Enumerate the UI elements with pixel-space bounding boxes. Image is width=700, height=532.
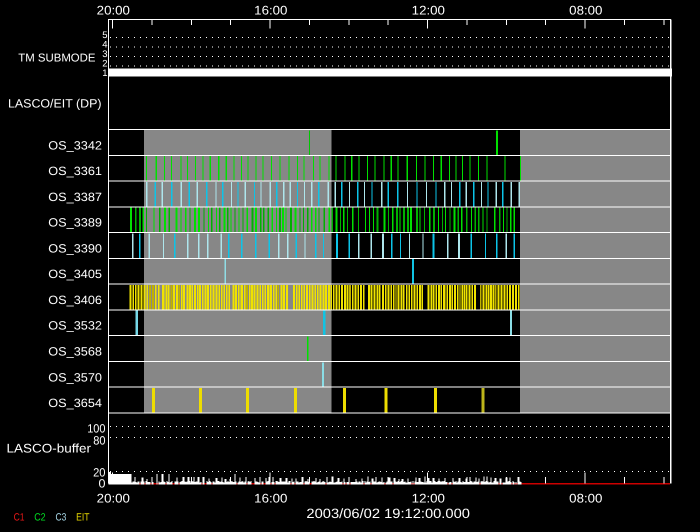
svg-text:16:00: 16:00	[254, 491, 287, 505]
svg-text:TM SUBMODE: TM SUBMODE	[18, 53, 96, 65]
svg-text:12:00: 12:00	[412, 3, 445, 17]
svg-text:80: 80	[93, 434, 106, 448]
svg-text:5: 5	[102, 30, 107, 41]
svg-text:OS_3570: OS_3570	[48, 370, 102, 384]
svg-text:08:00: 08:00	[569, 491, 602, 505]
svg-text:100: 100	[87, 422, 106, 436]
svg-text:C3: C3	[56, 512, 67, 524]
svg-text:20:00: 20:00	[97, 491, 130, 505]
svg-text:0: 0	[99, 476, 106, 490]
svg-text:OS_3405: OS_3405	[48, 267, 102, 281]
svg-text:OS_3390: OS_3390	[48, 241, 102, 255]
svg-text:OS_3387: OS_3387	[48, 190, 102, 204]
svg-text:OS_3532: OS_3532	[48, 319, 102, 333]
svg-text:2: 2	[102, 59, 107, 70]
svg-text:1: 1	[102, 68, 107, 79]
svg-text:OS_3406: OS_3406	[48, 293, 102, 307]
svg-text:16:00: 16:00	[254, 3, 287, 17]
svg-text:2003/06/02 19:12:00.000: 2003/06/02 19:12:00.000	[306, 506, 470, 521]
svg-text:20:00: 20:00	[97, 3, 130, 17]
svg-text:EIT: EIT	[76, 512, 90, 524]
svg-text:4: 4	[102, 40, 107, 51]
svg-text:08:00: 08:00	[569, 3, 602, 17]
svg-text:12:00: 12:00	[412, 491, 445, 505]
svg-text:20: 20	[93, 466, 106, 480]
svg-text:3: 3	[102, 49, 107, 60]
svg-text:OS_3342: OS_3342	[48, 138, 102, 152]
svg-text:LASCO/EIT (DP): LASCO/EIT (DP)	[8, 97, 102, 111]
svg-text:OS_3389: OS_3389	[48, 216, 102, 230]
svg-text:OS_3654: OS_3654	[48, 396, 102, 410]
svg-text:C2: C2	[34, 512, 46, 524]
svg-text:LASCO-buffer: LASCO-buffer	[7, 442, 92, 456]
svg-text:OS_3568: OS_3568	[48, 344, 102, 358]
svg-text:C1: C1	[14, 512, 25, 524]
svg-text:OS_3361: OS_3361	[48, 164, 102, 178]
